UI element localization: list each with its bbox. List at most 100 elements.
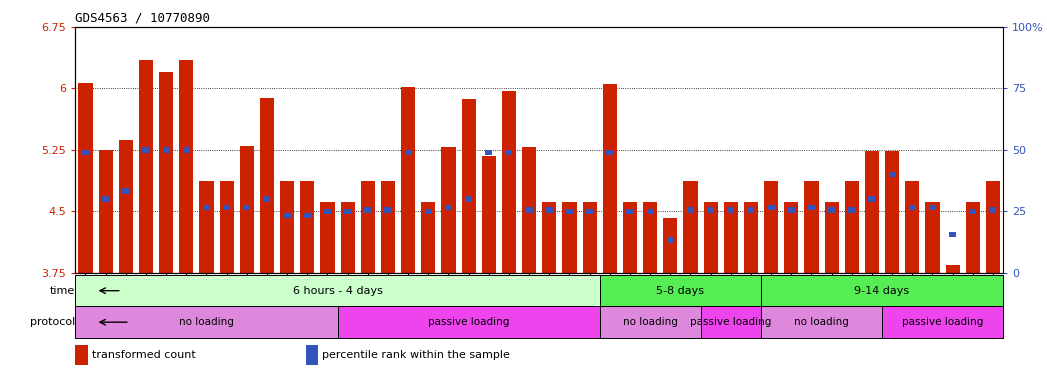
Bar xyxy=(122,188,130,194)
Bar xyxy=(384,207,392,213)
Bar xyxy=(970,209,976,214)
Bar xyxy=(75,306,337,338)
Bar xyxy=(75,345,88,366)
Bar xyxy=(926,202,939,273)
Bar xyxy=(603,84,617,273)
Bar xyxy=(522,147,536,273)
Bar xyxy=(687,207,694,213)
Bar xyxy=(320,202,335,273)
Bar xyxy=(643,202,658,273)
Bar xyxy=(965,202,980,273)
Text: protocol: protocol xyxy=(30,317,75,327)
Bar xyxy=(306,345,318,366)
Bar xyxy=(482,156,496,273)
Bar xyxy=(868,196,875,202)
Bar xyxy=(401,87,416,273)
Text: transformed count: transformed count xyxy=(92,350,196,360)
Bar xyxy=(562,202,577,273)
Bar xyxy=(337,306,600,338)
Bar xyxy=(707,207,714,213)
Text: 5-8 days: 5-8 days xyxy=(656,286,705,296)
Bar xyxy=(889,172,895,177)
Text: 6 hours - 4 days: 6 hours - 4 days xyxy=(292,286,382,296)
Text: no loading: no loading xyxy=(794,317,849,327)
Text: GDS4563 / 10770890: GDS4563 / 10770890 xyxy=(75,11,210,24)
Bar xyxy=(404,149,411,155)
Bar xyxy=(264,196,270,202)
Bar xyxy=(600,306,700,338)
Bar xyxy=(623,202,637,273)
Bar xyxy=(906,181,919,273)
Bar xyxy=(885,151,899,273)
Bar xyxy=(566,209,573,214)
Bar xyxy=(465,196,472,202)
Bar xyxy=(243,205,250,210)
Bar xyxy=(586,209,594,214)
Bar xyxy=(647,209,653,214)
Bar xyxy=(381,181,395,273)
Bar xyxy=(945,265,960,273)
Bar xyxy=(986,181,1000,273)
Bar xyxy=(787,207,795,213)
Text: 9-14 days: 9-14 days xyxy=(854,286,910,296)
Bar xyxy=(139,60,153,273)
Bar xyxy=(949,232,956,237)
Bar xyxy=(748,207,755,213)
Bar xyxy=(761,275,1003,306)
Bar xyxy=(626,209,633,214)
Bar xyxy=(909,205,916,210)
Bar xyxy=(526,207,533,213)
Bar xyxy=(240,146,253,273)
Bar xyxy=(159,72,173,273)
Text: no loading: no loading xyxy=(623,317,677,327)
Bar xyxy=(223,205,230,210)
Bar xyxy=(743,202,758,273)
Bar xyxy=(361,181,375,273)
Bar xyxy=(767,205,775,210)
Bar xyxy=(684,181,697,273)
Bar xyxy=(761,306,882,338)
Text: passive loading: passive loading xyxy=(690,317,772,327)
Bar xyxy=(442,147,455,273)
Bar xyxy=(98,150,113,273)
Bar xyxy=(506,149,512,155)
Bar xyxy=(929,205,936,210)
Bar xyxy=(280,181,294,273)
Bar xyxy=(542,202,556,273)
Text: passive loading: passive loading xyxy=(901,317,983,327)
Text: percentile rank within the sample: percentile rank within the sample xyxy=(322,350,510,360)
Bar xyxy=(220,181,233,273)
Bar xyxy=(808,205,815,210)
Bar xyxy=(199,181,214,273)
Bar xyxy=(103,196,109,202)
Bar xyxy=(728,207,734,213)
Text: time: time xyxy=(50,286,75,296)
Bar xyxy=(142,147,150,153)
Bar xyxy=(425,209,431,214)
Bar xyxy=(445,205,452,210)
Bar xyxy=(667,237,674,243)
Bar xyxy=(723,202,738,273)
Bar xyxy=(340,202,355,273)
Bar xyxy=(304,213,311,218)
Bar xyxy=(179,60,194,273)
Bar xyxy=(364,207,372,213)
Bar xyxy=(663,218,677,273)
Bar xyxy=(324,209,331,214)
Bar xyxy=(825,202,839,273)
Bar xyxy=(118,140,133,273)
Bar xyxy=(421,202,436,273)
Bar xyxy=(502,91,516,273)
Bar xyxy=(300,181,314,273)
Bar xyxy=(582,202,597,273)
Bar xyxy=(606,149,614,155)
Bar xyxy=(784,202,799,273)
Bar xyxy=(162,147,170,153)
Bar xyxy=(75,275,600,306)
Bar xyxy=(804,181,819,273)
Bar xyxy=(989,207,997,213)
Bar xyxy=(79,83,92,273)
Bar xyxy=(848,207,855,213)
Bar xyxy=(545,207,553,213)
Bar xyxy=(845,181,859,273)
